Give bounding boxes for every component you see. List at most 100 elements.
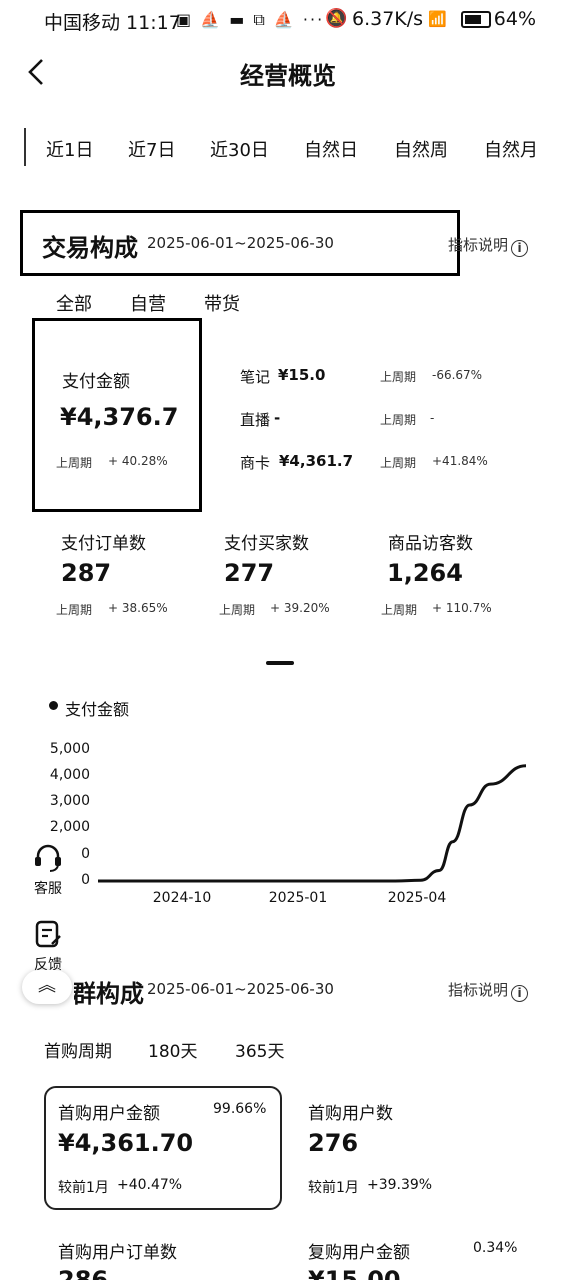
metric-visitors-cmp-label: 上周期 — [381, 603, 418, 617]
pay-amount-value: ¥4,376.7 — [60, 403, 179, 431]
tab-1d[interactable]: 近1日 — [46, 140, 94, 161]
metric-visitors-value: 1,264 — [387, 559, 463, 587]
service-label: 客服 — [34, 881, 62, 897]
subtab-affiliate[interactable]: 带货 — [204, 294, 240, 315]
first-orders-label: 首购用户订单数 — [58, 1243, 177, 1263]
breakdown-note-cmp-value: -66.67% — [432, 368, 483, 382]
help-label: 指标说明 — [448, 981, 509, 999]
tab-natural-day[interactable]: 自然日 — [304, 140, 358, 161]
legend-dot — [49, 701, 58, 710]
x-tick-label: 2025-04 — [387, 890, 447, 906]
metric-orders-value: 287 — [61, 559, 112, 587]
signal-icon: 📶 — [428, 10, 447, 28]
y-tick-label: 0 — [81, 872, 90, 888]
chevron-up-icon: ︽ — [38, 975, 56, 996]
first-users-label: 首购用户数 — [308, 1104, 393, 1124]
tab-natural-month[interactable]: 自然月 — [484, 140, 538, 161]
info-icon: i — [511, 240, 529, 257]
headset-icon — [35, 844, 61, 872]
page-title: 经营概览 — [240, 62, 336, 90]
carrier-time: 中国移动 11:17 — [44, 12, 181, 34]
breakdown-live-cmp-label: 上周期 — [380, 413, 417, 427]
x-tick-label: 2025-01 — [268, 890, 328, 906]
repeat-amount-label: 复购用户金额 — [308, 1243, 410, 1263]
metric-buyers-cmp-label: 上周期 — [219, 603, 256, 617]
repeat-amount-share: 0.34% — [473, 1240, 518, 1256]
customer-section-title: 客群构成 — [74, 980, 144, 1008]
metric-orders-cmp-label: 上周期 — [56, 603, 93, 617]
first-amount-cmp-label: 较前1月 — [58, 1180, 109, 1196]
notification-icons: ▣ ⛵ ▬ ⧉ ⛵ ··· — [176, 10, 325, 29]
trade-help-link[interactable]: 指标说明 i — [448, 234, 529, 257]
pay-amount-card[interactable] — [32, 318, 202, 512]
tab-7d[interactable]: 近7日 — [128, 140, 176, 161]
breakdown-card-cmp-label: 上周期 — [380, 456, 417, 470]
net-speed: 6.37K/s — [352, 8, 424, 30]
breakdown-card-label: 商卡 — [240, 454, 271, 472]
status-bar: 中国移动 11:17 ▣ ⛵ ▬ ⧉ ⛵ ··· 🔕 6.37K/s 📶 64% — [0, 0, 576, 40]
first-amount-share: 99.66% — [213, 1101, 267, 1117]
y-tick-label: 5,000 — [49, 741, 90, 757]
help-label: 指标说明 — [448, 236, 509, 254]
first-users-cmp-label: 较前1月 — [308, 1180, 359, 1196]
first-buy-period-label: 首购周期 — [44, 1042, 112, 1062]
metric-buyers-label: 支付买家数 — [224, 534, 309, 554]
battery-icon — [461, 11, 491, 28]
repeat-amount-value: ¥15.00 — [308, 1266, 401, 1280]
scroll-top-button[interactable]: ︽ — [22, 970, 72, 1004]
mute-icon: 🔕 — [325, 8, 348, 29]
breakdown-note-cmp-label: 上周期 — [380, 370, 417, 384]
breakdown-note-label: 笔记 — [240, 368, 271, 386]
customer-date-range: 2025-06-01~2025-06-30 — [147, 980, 334, 998]
first-users-cmp-value: +39.39% — [367, 1177, 433, 1193]
chart-legend-label: 支付金额 — [65, 700, 130, 719]
trade-section-title: 交易构成 — [42, 234, 138, 262]
service-button[interactable]: 客服 — [28, 842, 68, 898]
y-tick-label: 4,000 — [49, 767, 90, 783]
feedback-label: 反馈 — [34, 957, 62, 973]
y-tick-label: 3,000 — [49, 793, 90, 809]
first-orders-value: 286 — [58, 1266, 109, 1280]
customer-help-link[interactable]: 指标说明 i — [448, 979, 529, 1002]
pay-amount-cmp-value: + 40.28% — [108, 454, 168, 468]
pay-amount-label: 支付金额 — [62, 372, 130, 392]
series-line-pay-amount — [98, 764, 527, 883]
pay-amount-cmp-label: 上周期 — [56, 456, 93, 470]
metric-orders-cmp-value: + 38.65% — [108, 601, 168, 615]
breakdown-live-value: - — [274, 409, 281, 427]
tab-indicator — [24, 128, 26, 166]
pager-indicator[interactable] — [266, 661, 294, 665]
trade-title-box — [20, 210, 460, 276]
breakdown-card-cmp-value: +41.84% — [432, 454, 488, 468]
first-amount-value: ¥4,361.70 — [58, 1129, 194, 1157]
feedback-button[interactable]: 反馈 — [28, 918, 68, 974]
info-icon: i — [511, 985, 529, 1002]
breakdown-live-cmp-value: - — [430, 411, 435, 425]
first-amount-card[interactable] — [44, 1086, 282, 1210]
trade-date-range: 2025-06-01~2025-06-30 — [147, 234, 334, 252]
metric-buyers-cmp-value: + 39.20% — [270, 601, 330, 615]
metric-visitors-cmp-value: + 110.7% — [432, 601, 492, 615]
metric-orders-label: 支付订单数 — [61, 534, 146, 554]
subtab-all[interactable]: 全部 — [56, 294, 92, 315]
period-365[interactable]: 365天 — [235, 1042, 285, 1062]
y-tick-label: 2,000 — [49, 819, 90, 835]
subtab-self[interactable]: 自营 — [130, 294, 166, 315]
first-amount-label: 首购用户金额 — [58, 1104, 160, 1124]
breakdown-note-value: ¥15.0 — [278, 366, 326, 384]
back-arrow-icon[interactable] — [26, 58, 48, 86]
first-users-value: 276 — [308, 1129, 359, 1157]
period-180[interactable]: 180天 — [148, 1042, 198, 1062]
tab-30d[interactable]: 近30日 — [210, 140, 269, 161]
metric-buyers-value: 277 — [224, 559, 275, 587]
metric-visitors-label: 商品访客数 — [388, 534, 473, 554]
tab-natural-week[interactable]: 自然周 — [394, 140, 448, 161]
x-tick-label: 2024-10 — [152, 890, 212, 906]
battery-percent: 64% — [493, 8, 536, 30]
breakdown-card-value: ¥4,361.7 — [279, 452, 354, 470]
feedback-icon — [35, 920, 61, 948]
y-tick-label: 0 — [81, 846, 90, 862]
first-amount-cmp-value: +40.47% — [117, 1177, 183, 1193]
breakdown-live-label: 直播 — [240, 411, 271, 429]
